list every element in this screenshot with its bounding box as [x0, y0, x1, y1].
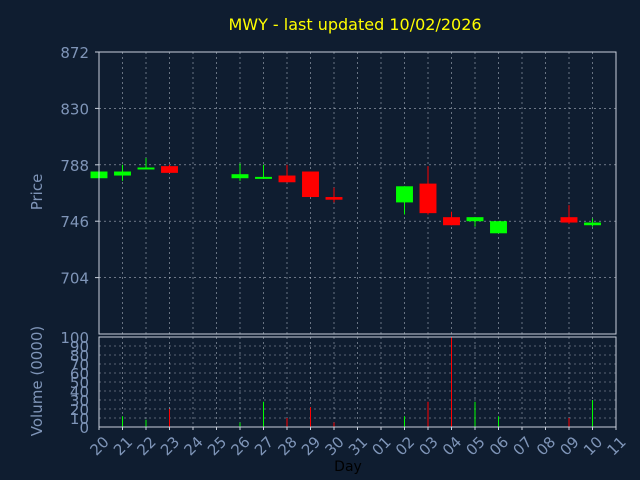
candle-body — [161, 166, 178, 173]
volume-tick-label: 40 — [70, 383, 89, 401]
volume-tick-label: 0 — [79, 419, 89, 437]
candle-body — [396, 186, 413, 203]
volume-tick-label: 90 — [70, 338, 89, 356]
price-panel: 872 830 788 746 704 — [60, 44, 617, 335]
candle-body — [231, 174, 249, 179]
candle-body — [137, 167, 155, 170]
candle-body — [278, 175, 296, 183]
candle-body — [255, 176, 272, 179]
price-tick-label: 788 — [60, 157, 89, 175]
price-tick-label: 704 — [60, 270, 89, 288]
volume-tick-label: 80 — [70, 347, 89, 365]
candle-body — [302, 171, 319, 198]
volume-tick-label: 100 — [60, 329, 89, 347]
candle-body — [114, 171, 131, 176]
candle-body — [443, 217, 460, 226]
chart-title: MWY - last updated 10/02/2026 — [228, 15, 481, 34]
candle-body — [584, 222, 601, 226]
volume-tick-label: 50 — [70, 374, 89, 392]
volume-tick-label: 20 — [70, 401, 89, 419]
volume-tick-label: 30 — [70, 392, 89, 410]
volume-axis-label: Volume (0000) — [28, 326, 46, 436]
price-tick-label: 746 — [60, 213, 89, 231]
candle-body — [560, 217, 578, 223]
candle-body — [325, 197, 343, 200]
price-tick-label: 872 — [60, 44, 89, 62]
candle-body — [419, 183, 437, 214]
volume-tick-label: 60 — [70, 365, 89, 383]
candle-body — [490, 221, 507, 234]
price-tick-label: 830 — [60, 100, 89, 118]
volume-tick-label: 70 — [70, 356, 89, 374]
x-axis-label: Day — [334, 459, 362, 475]
volume-tick-label: 10 — [70, 410, 89, 428]
candle-body — [466, 217, 484, 222]
price-axis-label: Price — [28, 174, 46, 211]
price-panel-frame — [98, 51, 617, 335]
